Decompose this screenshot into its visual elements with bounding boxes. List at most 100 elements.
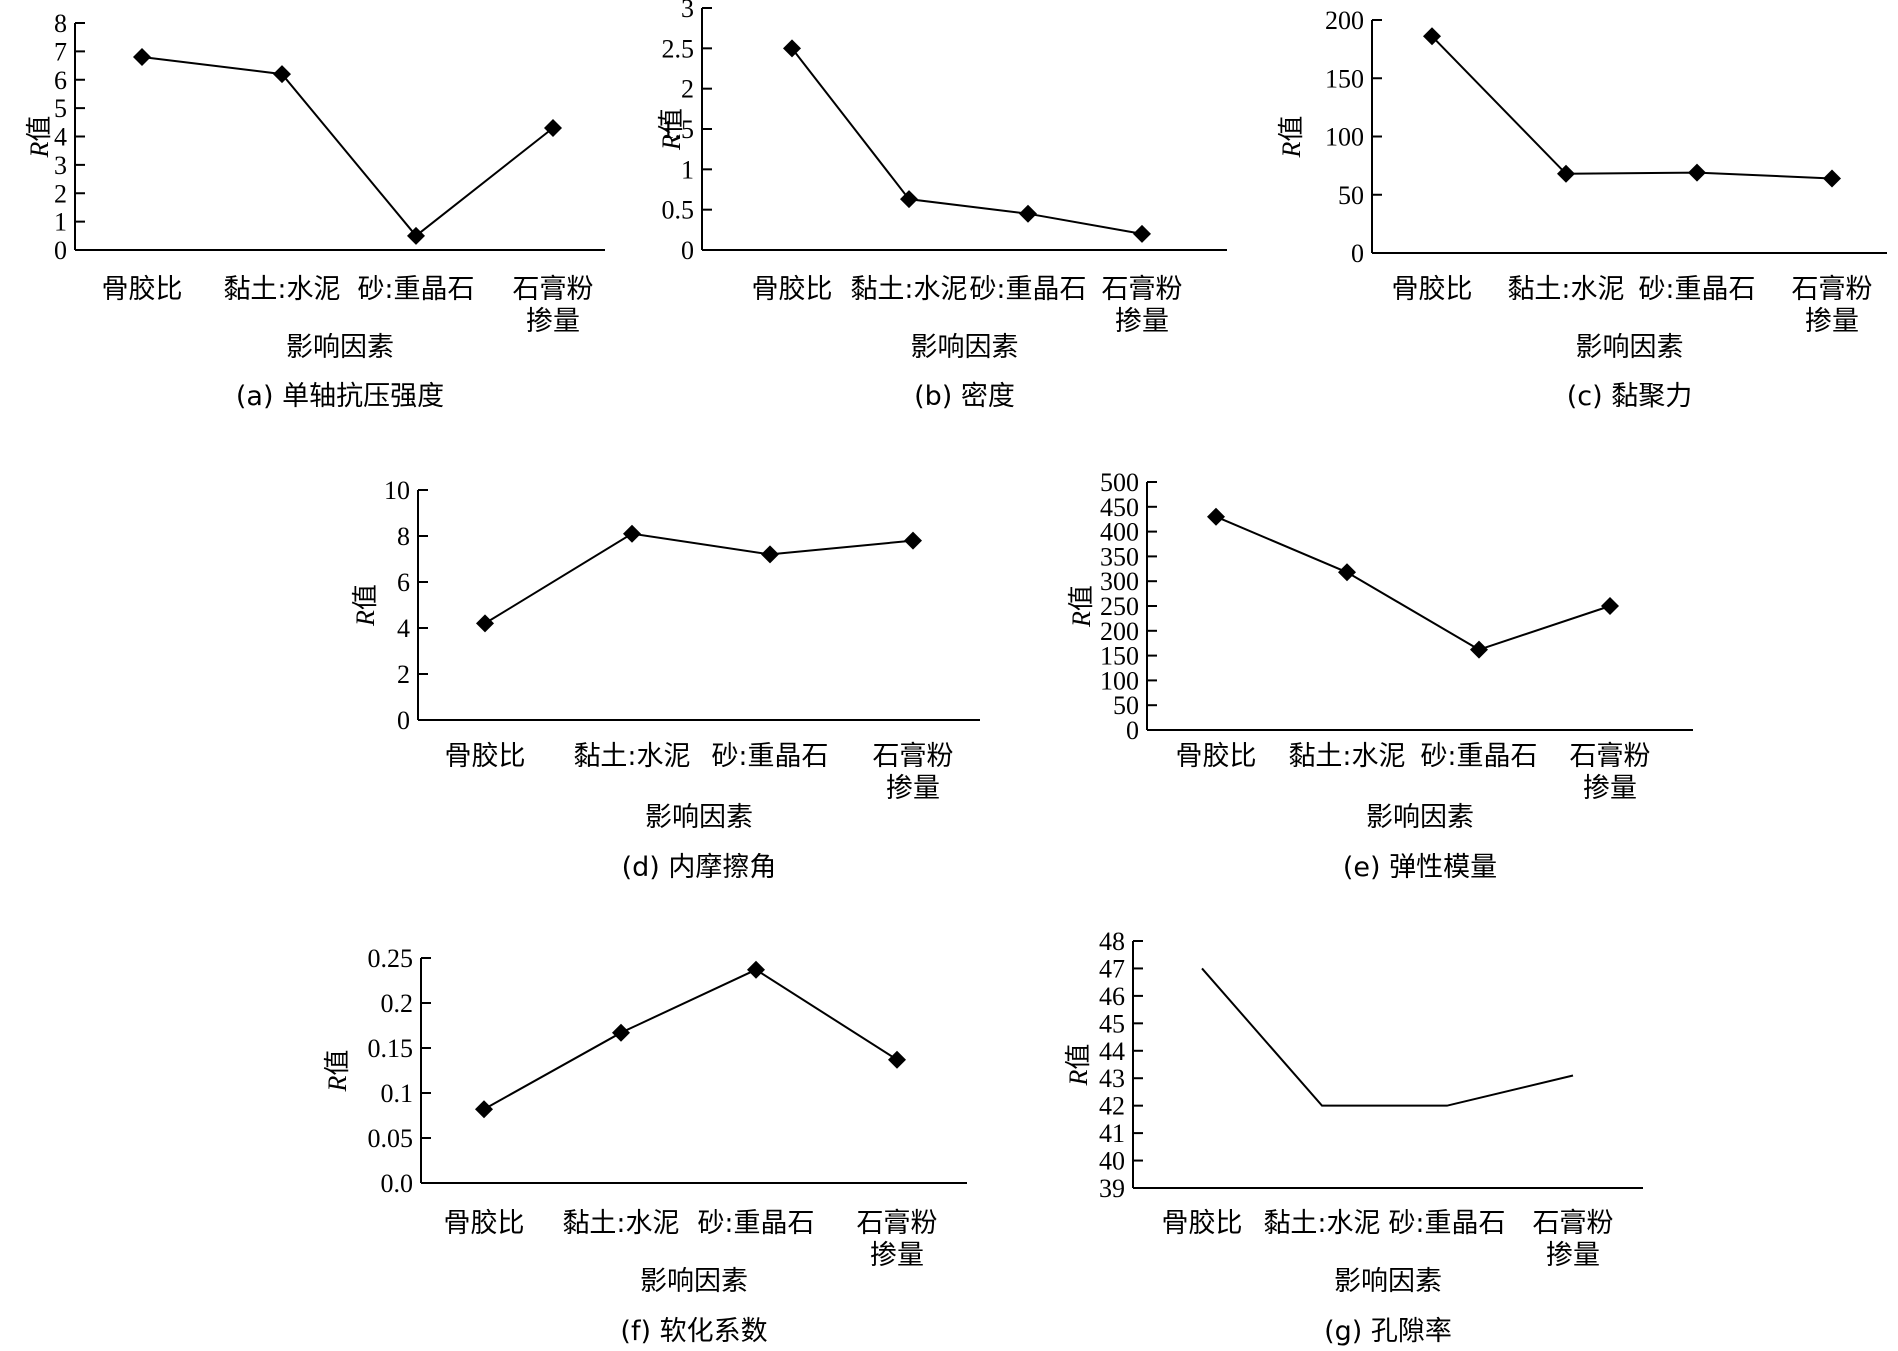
y-tick-label: 3 (681, 0, 694, 23)
x-tick-label: 骨胶比 (1392, 274, 1473, 305)
x-tick-label: 石膏粉掺量 (513, 274, 594, 337)
x-tick-label: 骨胶比 (102, 274, 183, 305)
y-tick-label: 150 (1100, 642, 1139, 671)
x-tick-label: 石膏粉掺量 (1570, 741, 1651, 804)
y-tick-label: 2 (681, 75, 694, 104)
x-tick-label: 砂:重晶石 (1388, 1208, 1505, 1239)
x-tick-label: 骨胶比 (445, 741, 526, 772)
data-point (904, 531, 922, 550)
y-tick-label: 50 (1338, 181, 1364, 210)
x-axis-label: 影响因素 (1334, 1266, 1442, 1297)
x-axis-label: 影响因素 (911, 332, 1019, 363)
x-tick-label: 石膏粉掺量 (1102, 274, 1183, 337)
series-line (141, 56, 554, 238)
data-point (1133, 224, 1151, 243)
x-tick-label: 骨胶比 (444, 1208, 525, 1239)
x-axis-label: 影响因素 (286, 332, 394, 363)
x-tick-label: 砂:重晶石 (711, 741, 828, 772)
y-axis-label: R值 (351, 584, 381, 627)
y-axis-label: R值 (1067, 585, 1097, 628)
chart-caption: (g) 孔隙率 (1324, 1316, 1452, 1347)
y-tick-label: 100 (1325, 123, 1364, 152)
data-point (623, 524, 641, 543)
y-tick-label: 2.5 (662, 34, 695, 63)
y-tick-label: 10 (384, 476, 410, 505)
y-tick-label: 0.25 (368, 944, 414, 973)
x-tick-label: 骨胶比 (1176, 741, 1257, 772)
series-line (484, 532, 914, 625)
y-tick-label: 400 (1100, 518, 1139, 547)
y-axis-label: R值 (1277, 116, 1307, 159)
x-tick-label: 石膏粉掺量 (857, 1208, 938, 1271)
data-point (1207, 507, 1225, 526)
data-point (1557, 164, 1575, 183)
y-tick-label: 0.0 (381, 1169, 414, 1198)
y-axis-label: R值 (1064, 1044, 1094, 1087)
data-point (888, 1050, 906, 1069)
y-tick-label: 1 (54, 208, 67, 237)
x-tick-label: 石膏粉掺量 (1533, 1208, 1614, 1271)
y-axis-label: R值 (657, 108, 687, 151)
data-point (900, 190, 918, 209)
y-tick-label: 39 (1099, 1174, 1125, 1203)
x-tick-label: 骨胶比 (752, 274, 833, 305)
chart-caption: (c) 黏聚力 (1567, 381, 1693, 412)
y-tick-label: 7 (54, 37, 67, 66)
y-axis-label: R值 (25, 116, 55, 159)
y-tick-label: 46 (1099, 982, 1125, 1011)
series-line (791, 47, 1143, 235)
data-point (1688, 163, 1706, 182)
y-tick-label: 47 (1099, 954, 1125, 983)
series-line (1431, 35, 1833, 180)
y-tick-label: 200 (1100, 617, 1139, 646)
y-tick-label: 450 (1100, 493, 1139, 522)
data-point (133, 48, 151, 67)
y-tick-label: 41 (1099, 1119, 1125, 1148)
y-tick-label: 40 (1099, 1147, 1125, 1176)
x-tick-label: 骨胶比 (1162, 1208, 1243, 1239)
data-point (1470, 640, 1488, 659)
x-tick-label: 黏土:水泥 (573, 741, 690, 772)
y-tick-label: 5 (54, 94, 67, 123)
y-tick-label: 0.2 (381, 989, 414, 1018)
x-tick-label: 黏土:水泥 (1263, 1208, 1380, 1239)
y-tick-label: 200 (1325, 6, 1364, 35)
data-point (1601, 597, 1619, 615)
y-axis-label: R值 (323, 1050, 353, 1093)
x-tick-label: 砂:重晶石 (1638, 274, 1755, 305)
y-tick-label: 44 (1099, 1037, 1125, 1066)
x-tick-label: 黏土:水泥 (850, 274, 967, 305)
series-line (1201, 967, 1574, 1107)
x-axis-label: 影响因素 (645, 802, 753, 833)
data-point (612, 1023, 630, 1042)
y-tick-label: 48 (1099, 927, 1125, 956)
y-tick-label: 6 (397, 568, 410, 597)
chart-caption: (a) 单轴抗压强度 (236, 381, 444, 412)
y-tick-label: 0.5 (662, 196, 695, 225)
y-tick-label: 0 (1351, 239, 1364, 268)
data-point (476, 614, 494, 633)
data-point (761, 545, 779, 564)
y-tick-label: 0 (681, 236, 694, 265)
y-tick-label: 8 (397, 522, 410, 551)
y-tick-label: 0.15 (368, 1034, 414, 1063)
y-tick-label: 4 (397, 614, 410, 643)
y-tick-label: 6 (54, 66, 67, 95)
data-point (544, 118, 562, 137)
x-tick-label: 砂:重晶石 (969, 274, 1086, 305)
x-tick-label: 黏土:水泥 (562, 1208, 679, 1239)
data-point (407, 226, 425, 245)
y-tick-label: 0 (54, 236, 67, 265)
y-tick-label: 0 (1126, 716, 1139, 745)
data-point (747, 960, 765, 979)
y-tick-label: 42 (1099, 1092, 1125, 1121)
chart-caption: (d) 内摩擦角 (622, 852, 777, 883)
x-tick-label: 黏土:水泥 (1507, 274, 1624, 305)
y-tick-label: 45 (1099, 1009, 1125, 1038)
data-point (1338, 563, 1356, 582)
